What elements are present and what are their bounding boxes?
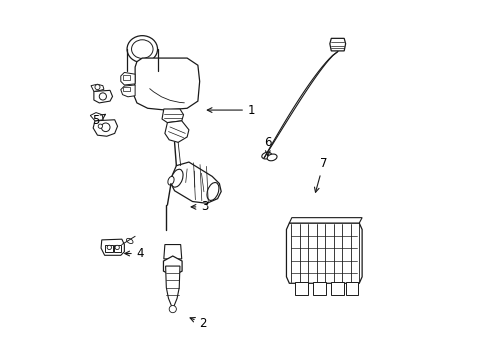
Ellipse shape xyxy=(261,152,271,159)
Bar xyxy=(313,282,325,295)
Polygon shape xyxy=(163,244,182,259)
Polygon shape xyxy=(93,120,117,136)
Polygon shape xyxy=(164,121,188,142)
Polygon shape xyxy=(171,162,221,203)
Circle shape xyxy=(98,124,102,129)
Polygon shape xyxy=(121,85,135,97)
Bar xyxy=(105,244,113,252)
Ellipse shape xyxy=(266,154,277,161)
Polygon shape xyxy=(91,84,104,91)
Bar xyxy=(123,87,129,91)
Polygon shape xyxy=(286,223,362,283)
Circle shape xyxy=(115,245,119,249)
Bar xyxy=(113,244,121,252)
Text: 6: 6 xyxy=(264,136,271,156)
Circle shape xyxy=(169,306,176,313)
Polygon shape xyxy=(133,58,199,110)
Circle shape xyxy=(107,245,111,249)
Text: 2: 2 xyxy=(190,317,206,330)
Polygon shape xyxy=(90,113,103,121)
Bar xyxy=(330,282,343,295)
Ellipse shape xyxy=(126,238,133,244)
Polygon shape xyxy=(165,266,180,309)
Bar xyxy=(345,282,357,295)
Polygon shape xyxy=(289,218,362,223)
Polygon shape xyxy=(163,256,182,276)
Bar xyxy=(122,75,129,80)
Polygon shape xyxy=(162,109,183,123)
Polygon shape xyxy=(121,72,135,85)
Text: 1: 1 xyxy=(207,104,255,117)
Ellipse shape xyxy=(131,40,153,58)
Circle shape xyxy=(95,85,100,90)
Bar xyxy=(295,282,307,295)
Polygon shape xyxy=(329,39,345,51)
Text: 7: 7 xyxy=(314,157,326,192)
Text: 3: 3 xyxy=(191,201,208,213)
Polygon shape xyxy=(101,239,124,255)
Polygon shape xyxy=(94,90,112,103)
Ellipse shape xyxy=(206,183,219,201)
Circle shape xyxy=(99,93,106,100)
Text: 4: 4 xyxy=(124,247,144,260)
Circle shape xyxy=(101,123,110,132)
Text: 5: 5 xyxy=(92,114,105,127)
Ellipse shape xyxy=(167,176,174,185)
Ellipse shape xyxy=(127,36,157,63)
Ellipse shape xyxy=(171,169,183,187)
